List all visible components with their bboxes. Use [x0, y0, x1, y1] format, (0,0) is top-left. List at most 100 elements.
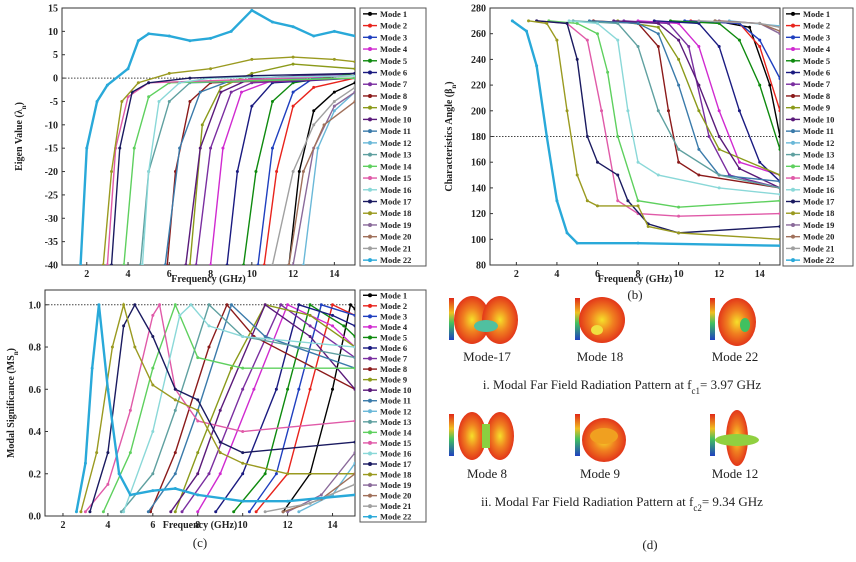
data-point [270, 146, 274, 150]
legend-marker [368, 377, 372, 382]
data-point [567, 19, 571, 23]
pattern-caption: i. Modal Far Field Radiation Pattern at … [483, 377, 762, 396]
data-point [332, 109, 336, 113]
data-point [90, 366, 94, 370]
data-point [778, 199, 780, 203]
data-point [88, 510, 92, 514]
data-point [250, 57, 254, 61]
data-point [97, 303, 101, 307]
legend-marker [368, 246, 372, 251]
legend-label: Mode 14 [380, 427, 412, 437]
legend-label: Mode 15 [803, 173, 834, 183]
data-point [646, 224, 650, 228]
data-point [353, 451, 355, 455]
data-point [717, 173, 721, 177]
legend-marker [791, 211, 795, 216]
legend-marker [368, 346, 372, 350]
series-line [181, 303, 355, 513]
x-axis-label: Frequency (GHz) [598, 274, 673, 285]
caption-part: c2 [693, 503, 702, 513]
plot-area [79, 8, 355, 265]
data-point [717, 109, 721, 113]
data-point [281, 510, 285, 514]
data-point [312, 109, 316, 113]
legend-marker [368, 409, 372, 414]
data-point [270, 99, 274, 103]
data-point [196, 408, 200, 412]
data-point [778, 237, 780, 241]
data-point [349, 303, 353, 307]
data-point [218, 451, 222, 455]
legend-label: Mode 9 [380, 103, 407, 113]
legend-marker [368, 335, 372, 340]
y-tick-label: 5 [53, 50, 58, 61]
data-point [636, 45, 640, 49]
data-point [332, 99, 336, 103]
data-point [184, 263, 188, 265]
mode-label: Mode 18 [577, 349, 624, 364]
y-tick-label: -10 [45, 120, 58, 131]
data-point [319, 303, 323, 307]
data-point [748, 25, 752, 29]
data-point [122, 510, 126, 514]
legend-marker [368, 93, 372, 98]
data-point [606, 70, 610, 74]
data-point [565, 21, 569, 25]
data-point [778, 224, 780, 228]
data-point [173, 303, 177, 307]
series-line [102, 56, 355, 265]
y-tick-label: -40 [45, 261, 58, 272]
legend-marker [368, 117, 372, 122]
x-tick-label: 2 [84, 269, 89, 280]
data-point [263, 472, 267, 476]
y-tick-label: 120 [471, 209, 486, 220]
caption-part: = 9.34 GHz [702, 494, 763, 509]
data-point [196, 419, 200, 423]
data-point [555, 38, 559, 42]
data-point [758, 38, 762, 42]
legend-marker [368, 140, 372, 145]
data-point [291, 90, 295, 94]
data-point [169, 510, 173, 514]
legend-label: Mode 21 [803, 243, 834, 253]
data-point [353, 85, 355, 89]
series-line [215, 303, 355, 513]
legend-marker [368, 176, 372, 181]
data-point [697, 19, 701, 23]
data-point [332, 29, 336, 33]
data-point [717, 147, 721, 151]
legend-marker [791, 93, 795, 98]
data-point [677, 205, 681, 209]
data-point [301, 263, 305, 265]
data-point [198, 90, 202, 94]
data-point [353, 60, 355, 64]
data-point [717, 21, 721, 25]
data-point [128, 493, 132, 497]
data-point [225, 303, 229, 307]
data-point [229, 303, 233, 307]
pattern-caption: ii. Modal Far Field Radiation Pattern at… [481, 494, 763, 513]
legend-label: Mode 12 [380, 138, 411, 148]
data-point [353, 76, 355, 80]
data-point [331, 387, 335, 391]
data-point [209, 263, 213, 265]
data-point [279, 303, 283, 307]
data-point [229, 29, 233, 33]
legend-label: Mode 13 [380, 150, 411, 160]
data-point [595, 32, 599, 36]
data-point [136, 39, 140, 43]
data-point [778, 173, 780, 177]
data-point [778, 186, 780, 190]
panel-label: (d) [642, 537, 657, 552]
legend-label: Mode 9 [803, 103, 830, 113]
legend-marker [368, 483, 372, 488]
legend-marker [368, 451, 372, 456]
data-point [353, 324, 355, 328]
data-point [241, 451, 245, 455]
data-point [247, 510, 251, 514]
data-point [218, 408, 222, 412]
y-axis-label: Characteristics Angle (βn) [444, 81, 458, 191]
pattern-image [449, 296, 518, 344]
data-point [219, 85, 223, 89]
legend-label: Mode 17 [803, 197, 835, 207]
